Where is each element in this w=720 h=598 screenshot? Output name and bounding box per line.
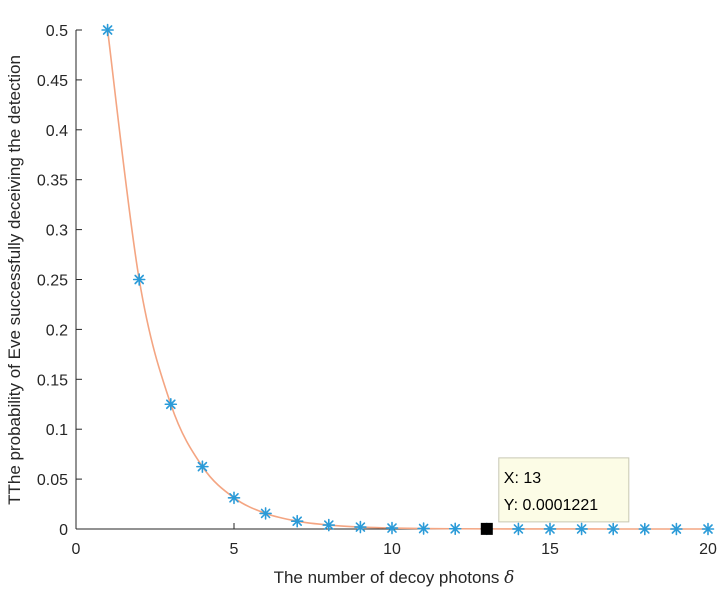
data-point [575,522,588,536]
datatip-y-text: Y: 0.0001221 [504,497,598,514]
data-point [196,460,209,473]
datatip[interactable]: X: 13 Y: 0.0001221 [480,457,630,535]
y-tick-label: 0.1 [46,422,68,439]
y-tick-label: 0.2 [46,322,68,339]
data-point [227,491,241,505]
asterisk-stroke [134,274,144,285]
data-point [512,522,525,536]
asterisk-stroke [576,524,587,534]
datatip-marker [480,522,493,535]
data-point [164,397,178,411]
data-point [417,522,430,535]
asterisk-stroke [197,461,208,472]
asterisk-stroke [545,524,555,534]
y-tick-label: 0.5 [46,23,68,40]
datatip-x-text: X: 13 [504,470,541,487]
y-tick-label: 0.4 [46,123,68,140]
asterisk-stroke [418,523,429,534]
series-line [106,29,709,530]
x-tick-label: 20 [699,541,717,558]
data-point [132,273,146,286]
asterisk-stroke [323,520,334,530]
axes: 0 5 10 15 20 0 0.05 0.1 0.15 0.2 0.25 0.3 0.35 0.4 0.4… [37,23,717,558]
y-tick-label: 0.35 [37,173,68,190]
data-point [322,518,336,532]
series-layer [101,23,715,536]
asterisk-stroke [639,524,650,534]
asterisk-stroke [102,25,113,35]
data-point [543,522,557,536]
data-point [638,522,652,536]
data-point [290,514,304,528]
asterisk-stroke [292,516,303,527]
asterisk-stroke [166,399,176,410]
y-tick-label: 0.15 [37,372,68,389]
asterisk-stroke [671,524,682,534]
data-point [701,522,715,536]
x-axis-label: The number of decoy photons δ [274,568,515,588]
asterisk-stroke [387,523,397,533]
data-point [448,522,462,536]
asterisk-stroke [513,524,524,534]
x-tick-label: 10 [383,541,401,558]
data-point [670,522,683,536]
y-tick-label: 0.25 [37,273,68,290]
data-point [259,507,272,520]
datatip-box [498,457,630,523]
x-tick-label: 0 [72,541,81,558]
y-axis-label: TThe probability of Eve successfully dec… [5,55,24,505]
asterisk-stroke [608,524,619,534]
y-tick-label: 0.05 [37,472,68,489]
asterisk-stroke [703,524,713,534]
data-point [354,520,367,534]
y-tick-label: 0.45 [37,73,68,90]
y-tick-label: 0.3 [46,223,68,240]
asterisk-stroke [260,508,271,519]
x-tick-label: 5 [230,541,239,558]
asterisk-stroke [355,522,366,532]
data-point [385,521,399,535]
data-point [101,23,114,37]
x-tick-label: 15 [541,541,559,558]
data-point [606,522,620,536]
asterisk-stroke [450,523,461,534]
asterisk-stroke [229,493,239,503]
y-tick-label: 0 [59,522,68,539]
